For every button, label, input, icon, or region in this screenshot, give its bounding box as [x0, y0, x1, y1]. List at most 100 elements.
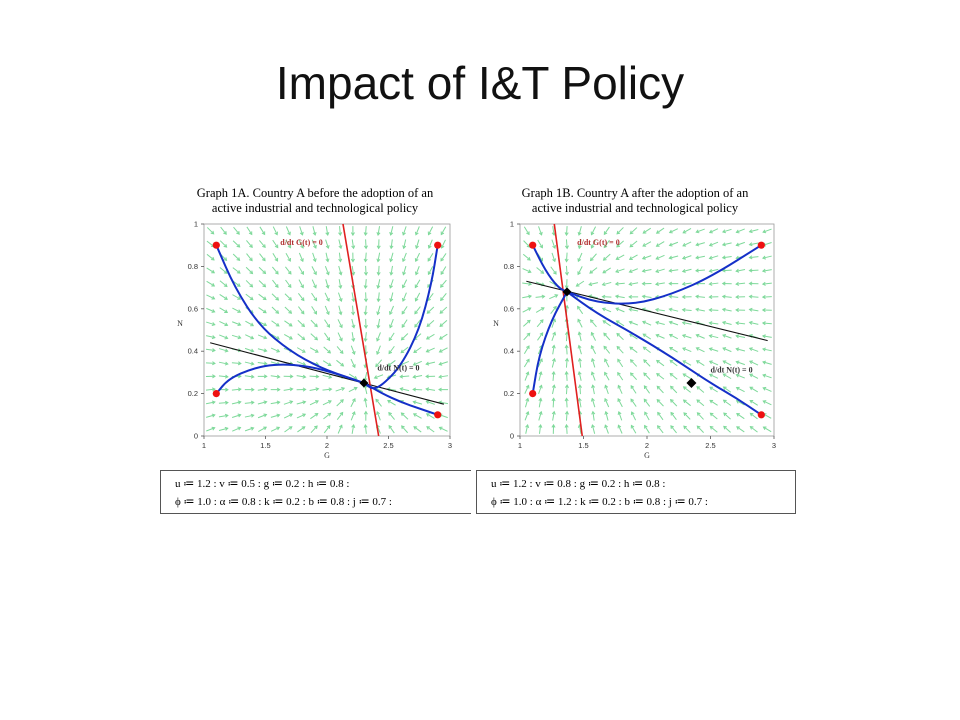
- field-arrow: [426, 426, 435, 433]
- field-arrow: [335, 387, 345, 392]
- field-arrow: [695, 308, 705, 312]
- field-arrow-head: [577, 258, 582, 263]
- field-arrow-head: [735, 268, 740, 273]
- field-arrow-head: [412, 400, 417, 405]
- field-arrow-head: [339, 411, 344, 416]
- field-arrow: [246, 240, 253, 248]
- field-arrow: [762, 335, 772, 338]
- field-arrow-head: [425, 335, 430, 340]
- field-arrow: [245, 293, 254, 301]
- field-arrow: [258, 280, 266, 288]
- field-arrow-head: [695, 255, 700, 260]
- field-arrow-head: [350, 258, 355, 263]
- field-arrow-head: [352, 398, 356, 402]
- trajectory-start-point: [212, 241, 220, 249]
- field-arrow-head: [376, 350, 380, 355]
- field-arrow: [538, 226, 543, 236]
- field-arrow-head: [749, 386, 754, 391]
- field-arrow: [324, 292, 330, 302]
- field-arrow: [525, 424, 529, 434]
- trajectory-curve: [531, 244, 568, 293]
- field-arrow-head: [351, 364, 356, 369]
- y-tick-label: 1: [510, 220, 514, 229]
- field-arrow-head: [604, 358, 608, 363]
- field-arrow: [258, 426, 267, 432]
- field-arrow-head: [363, 298, 368, 303]
- field-arrow: [656, 254, 665, 260]
- field-arrow: [749, 242, 759, 246]
- field-arrow-head: [274, 244, 279, 249]
- field-arrow-head: [438, 374, 443, 379]
- field-arrow: [591, 371, 596, 381]
- field-arrow-head: [630, 424, 635, 429]
- field-arrow: [696, 360, 705, 366]
- field-arrow-head: [577, 271, 581, 276]
- field-arrow-head: [564, 245, 569, 250]
- field-arrow: [258, 266, 266, 274]
- field-arrow-head: [376, 258, 381, 263]
- field-arrow: [283, 413, 293, 419]
- field-arrow: [414, 306, 421, 314]
- field-arrow-head: [412, 374, 417, 379]
- field-arrow-head: [669, 372, 674, 377]
- field-arrow-head: [577, 245, 582, 250]
- field-arrow-head: [721, 242, 726, 247]
- field-arrow-head: [695, 294, 699, 299]
- field-arrow-head: [224, 348, 229, 353]
- field-arrow-head: [289, 335, 293, 340]
- graph-1b-params-line1: u ≔ 1.2 : v ≔ 0.8 : g ≔ 0.2 : h ≔ 0.8 :: [491, 478, 666, 490]
- field-arrow-head: [412, 413, 417, 417]
- field-arrow: [669, 334, 678, 340]
- field-arrow-head: [761, 334, 766, 339]
- field-arrow: [604, 372, 610, 381]
- field-arrow: [389, 279, 394, 289]
- field-arrow-head: [681, 294, 686, 299]
- field-arrow: [257, 348, 267, 352]
- field-arrow-head: [376, 232, 381, 237]
- field-arrow-head: [604, 397, 608, 402]
- field-arrow: [566, 252, 568, 262]
- field-arrow: [643, 359, 651, 367]
- field-arrow: [603, 346, 611, 354]
- field-arrow-head: [387, 400, 391, 404]
- field-arrow: [696, 386, 705, 393]
- field-arrow: [669, 269, 679, 272]
- field-arrow-head: [721, 268, 726, 273]
- field-arrow-head: [748, 360, 753, 365]
- field-arrow-head: [250, 374, 255, 379]
- y-tick-label: 0.4: [504, 347, 514, 356]
- field-arrow-head: [695, 333, 700, 338]
- field-arrow-head: [538, 423, 543, 428]
- field-arrow-head: [748, 281, 753, 286]
- field-arrow-head: [389, 231, 394, 236]
- field-arrow: [414, 279, 421, 288]
- field-arrow-head: [762, 426, 767, 431]
- field-arrow-head: [683, 425, 688, 430]
- graph-1a-title-line1: Graph 1A. Country A before the adoption …: [196, 186, 434, 200]
- field-arrow-head: [249, 270, 254, 275]
- field-arrow: [377, 279, 381, 289]
- field-arrow-head: [249, 244, 253, 249]
- field-arrow: [589, 267, 598, 274]
- field-arrow: [736, 387, 745, 393]
- field-arrow-head: [223, 231, 227, 235]
- field-arrow-head: [363, 397, 368, 402]
- graph-1a-panel: Graph 1A. Country A before the adoption …: [160, 186, 471, 514]
- field-arrow: [523, 226, 530, 235]
- field-arrow-head: [326, 297, 330, 302]
- field-arrow: [337, 332, 343, 341]
- field-arrow: [630, 425, 637, 434]
- field-arrow: [244, 427, 254, 432]
- field-arrow-head: [413, 426, 418, 430]
- field-arrow-head: [615, 307, 620, 312]
- field-arrow: [309, 400, 319, 406]
- field-arrow-head: [577, 318, 581, 323]
- field-arrow-head: [616, 243, 620, 248]
- field-arrow-head: [708, 268, 713, 273]
- field-arrow: [414, 319, 421, 328]
- field-arrow: [218, 375, 228, 378]
- trajectory-start-point: [529, 241, 537, 249]
- field-arrow-head: [236, 270, 241, 274]
- field-arrow: [615, 282, 625, 285]
- field-arrow-head: [300, 258, 304, 263]
